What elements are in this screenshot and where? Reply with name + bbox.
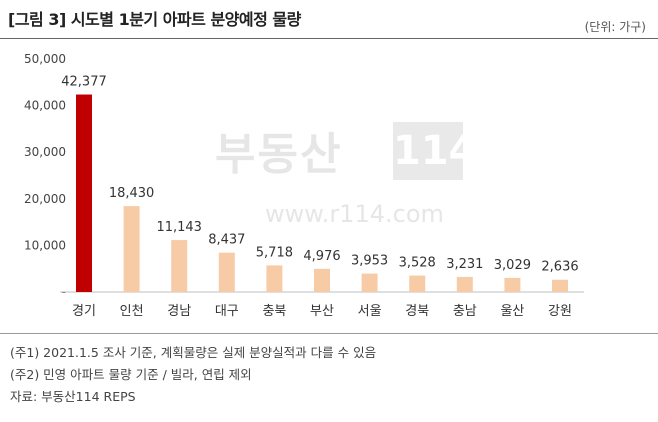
- x-tick-label: 경기: [72, 304, 96, 319]
- data-label: 42,377: [61, 75, 107, 90]
- data-label: 11,143: [156, 220, 202, 235]
- footnote-1: (주1) 2021.1.5 조사 기준, 계획물량은 실제 분양실적과 다를 수…: [10, 345, 377, 360]
- y-tick-label: 20,000: [24, 192, 66, 206]
- chart-title: [그림 3] 시도별 1분기 아파트 분양예정 물량: [8, 10, 301, 29]
- data-label: 8,437: [208, 233, 245, 248]
- bar: [314, 268, 330, 292]
- y-tick-label: 10,000: [24, 238, 66, 252]
- bar: [361, 273, 378, 292]
- bar: [409, 275, 426, 292]
- bar: [552, 279, 568, 292]
- unit-label: (단위: 가구): [584, 20, 646, 34]
- y-tick-label: 50,000: [24, 52, 66, 66]
- x-tick-label: 부산: [310, 304, 334, 319]
- bar: [218, 252, 235, 292]
- x-tick-label: 울산: [500, 304, 524, 319]
- x-tick-label: 대구: [215, 304, 239, 319]
- footnotes: (주1) 2021.1.5 조사 기준, 계획물량은 실제 분양실적과 다를 수…: [10, 342, 376, 408]
- data-label: 2,636: [541, 260, 578, 275]
- top-rule: [0, 38, 658, 39]
- y-tick-label: 30,000: [24, 145, 66, 159]
- x-tick-label: 충북: [262, 304, 286, 319]
- data-label: 4,976: [303, 249, 340, 264]
- bar: [76, 94, 92, 292]
- bar: [171, 240, 188, 292]
- footnote-2: (주2) 민영 아파트 물량 기준 / 빌라, 연립 제외: [10, 367, 252, 382]
- x-tick-label: 충남: [453, 304, 477, 319]
- x-tick-label: 경남: [167, 304, 191, 319]
- data-label: 3,029: [494, 258, 531, 273]
- bar: [123, 206, 140, 292]
- data-label: 3,528: [399, 256, 436, 271]
- x-tick-label: 경북: [405, 304, 429, 319]
- source-note: 자료: 부동산114 REPS: [10, 389, 136, 404]
- data-label: 3,231: [446, 257, 483, 272]
- data-label: 18,430: [109, 186, 155, 201]
- x-tick-label: 강원: [548, 304, 572, 319]
- bar: [456, 276, 473, 292]
- data-label: 5,718: [256, 245, 293, 260]
- x-tick-label: 인천: [120, 304, 144, 319]
- y-tick-label: 40,000: [24, 99, 66, 113]
- bottom-rule: [0, 333, 658, 334]
- bar: [504, 277, 521, 292]
- x-tick-label: 서울: [358, 304, 382, 319]
- bar-chart: -10,00020,00030,00040,00050,00042,377경기1…: [24, 52, 584, 319]
- data-label: 3,953: [351, 254, 388, 269]
- bar: [266, 265, 283, 292]
